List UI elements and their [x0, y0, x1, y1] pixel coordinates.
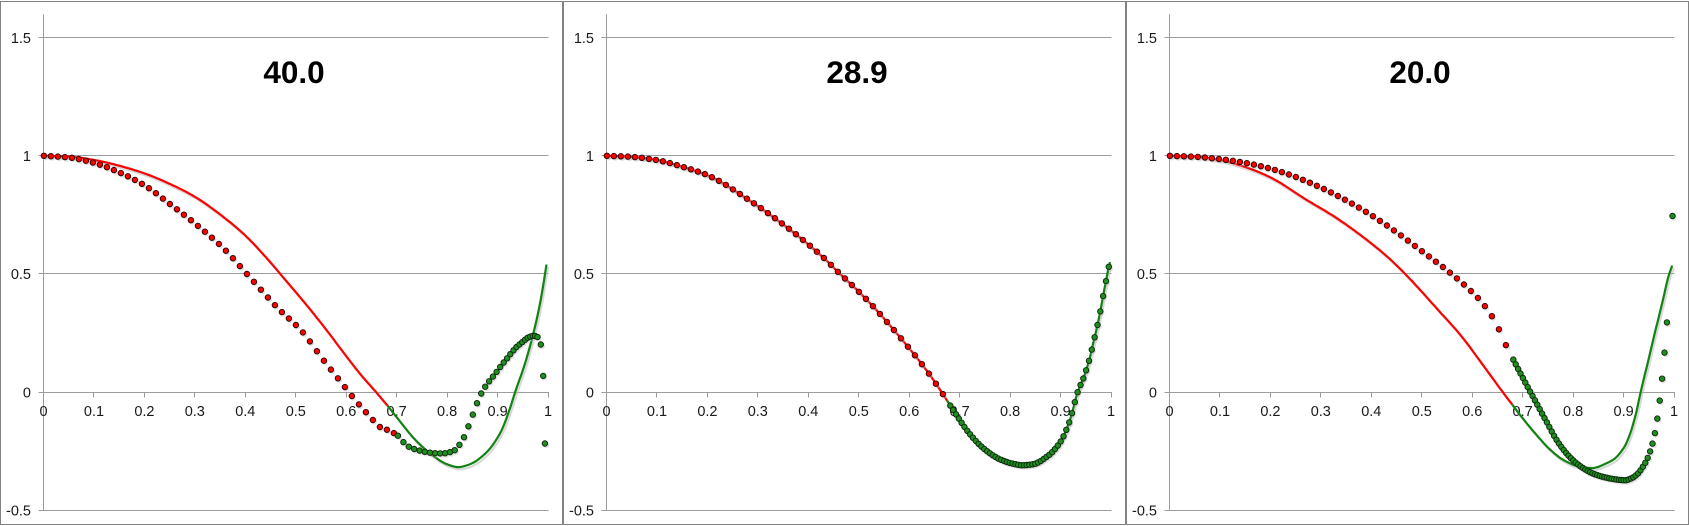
svg-text:0: 0	[39, 404, 47, 420]
svg-text:0.5: 0.5	[11, 267, 31, 283]
svg-text:1.5: 1.5	[11, 31, 31, 47]
svg-text:0: 0	[602, 404, 610, 420]
svg-text:1: 1	[23, 149, 31, 165]
svg-text:0.4: 0.4	[798, 404, 818, 420]
svg-text:1: 1	[544, 404, 552, 420]
svg-text:40.0: 40.0	[263, 54, 324, 90]
svg-text:0.5: 0.5	[1137, 267, 1157, 283]
svg-text:0.9: 0.9	[1051, 404, 1071, 420]
svg-text:0.2: 0.2	[697, 404, 717, 420]
svg-text:-0.5: -0.5	[6, 503, 31, 519]
svg-text:0.4: 0.4	[235, 404, 255, 420]
svg-text:1: 1	[586, 149, 594, 165]
svg-text:-0.5: -0.5	[569, 503, 594, 519]
svg-text:0.1: 0.1	[1210, 404, 1230, 420]
svg-text:0.9: 0.9	[1614, 404, 1634, 420]
svg-text:0.8: 0.8	[1563, 404, 1583, 420]
svg-text:0.1: 0.1	[647, 404, 667, 420]
svg-text:0.8: 0.8	[1000, 404, 1020, 420]
svg-text:0.2: 0.2	[134, 404, 154, 420]
svg-text:1: 1	[1107, 404, 1115, 420]
svg-text:0.7: 0.7	[1513, 404, 1533, 420]
svg-text:0.4: 0.4	[1361, 404, 1381, 420]
svg-text:-0.5: -0.5	[1132, 503, 1157, 519]
svg-text:0.5: 0.5	[1412, 404, 1432, 420]
svg-text:28.9: 28.9	[826, 54, 887, 90]
svg-text:0.3: 0.3	[185, 404, 205, 420]
svg-text:0.5: 0.5	[849, 404, 869, 420]
svg-text:0.1: 0.1	[84, 404, 104, 420]
svg-text:0.6: 0.6	[336, 404, 356, 420]
svg-text:0.6: 0.6	[899, 404, 919, 420]
svg-text:0.8: 0.8	[437, 404, 457, 420]
svg-text:0: 0	[1165, 404, 1173, 420]
svg-text:0.5: 0.5	[286, 404, 306, 420]
svg-text:0.3: 0.3	[1311, 404, 1331, 420]
svg-text:0: 0	[586, 385, 594, 401]
svg-text:0.3: 0.3	[748, 404, 768, 420]
svg-text:0.2: 0.2	[1260, 404, 1280, 420]
svg-text:0: 0	[23, 385, 31, 401]
svg-text:0.5: 0.5	[574, 267, 594, 283]
svg-text:1.5: 1.5	[1137, 31, 1157, 47]
svg-text:20.0: 20.0	[1389, 54, 1450, 90]
svg-text:0.6: 0.6	[1462, 404, 1482, 420]
svg-text:0: 0	[1149, 385, 1157, 401]
svg-text:0.9: 0.9	[488, 404, 508, 420]
svg-text:0.7: 0.7	[387, 404, 407, 420]
svg-text:1.5: 1.5	[574, 31, 594, 47]
svg-text:1: 1	[1670, 404, 1678, 420]
svg-text:1: 1	[1149, 149, 1157, 165]
